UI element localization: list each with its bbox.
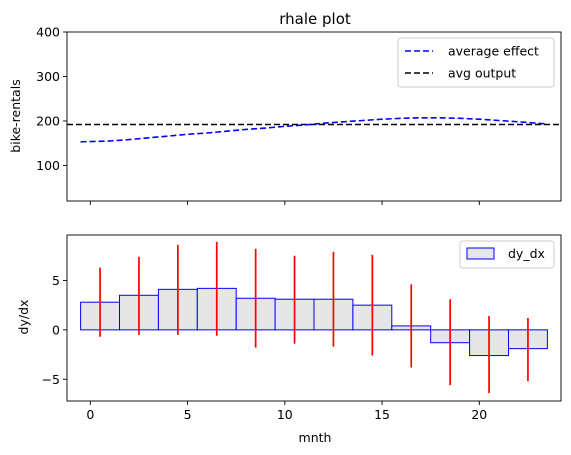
bottom-plot-area: 0 5 10 15 20 −5 0 5 dy_dx xyxy=(42,234,562,422)
bottom-legend: dy_dx xyxy=(459,240,555,269)
top-plot-area: 100 200 300 400 average effect avg output xyxy=(36,25,562,205)
top-legend: average effect avg output xyxy=(397,37,555,88)
bottom-x-tick-label: 15 xyxy=(374,407,390,422)
top-y-tick-label: 200 xyxy=(36,113,60,128)
top-chart-title: rhale plot xyxy=(279,10,351,28)
legend-dy-dx-label: dy_dx xyxy=(508,246,545,261)
top-y-tick-label: 100 xyxy=(36,158,60,173)
top-y-tick-label: 400 xyxy=(36,25,60,40)
bottom-x-tick-label: 0 xyxy=(86,407,94,422)
top-legend-box xyxy=(397,37,555,88)
top-y-tick-label: 300 xyxy=(36,69,60,84)
legend-avg-output-label: avg output xyxy=(448,66,516,81)
bottom-x-axis-label: mnth xyxy=(299,430,332,445)
bottom-y-tick-label: −5 xyxy=(42,372,60,387)
bottom-axes-frame xyxy=(66,234,562,402)
legend-dy-dx-swatch xyxy=(466,247,495,260)
bottom-x-tick-label: 10 xyxy=(277,407,293,422)
top-axes-frame xyxy=(66,31,562,202)
bottom-x-tick-label: 5 xyxy=(184,407,192,422)
legend-average-effect-label: average effect xyxy=(448,44,539,59)
top-y-axis-label: bike-rentals xyxy=(8,79,23,152)
bottom-y-tick-label: 5 xyxy=(52,273,60,288)
average-effect-line xyxy=(80,117,548,143)
bottom-y-axis-label: dy/dx xyxy=(16,300,31,335)
bottom-x-tick-label: 20 xyxy=(471,407,487,422)
bottom-y-tick-label: 0 xyxy=(52,322,60,337)
